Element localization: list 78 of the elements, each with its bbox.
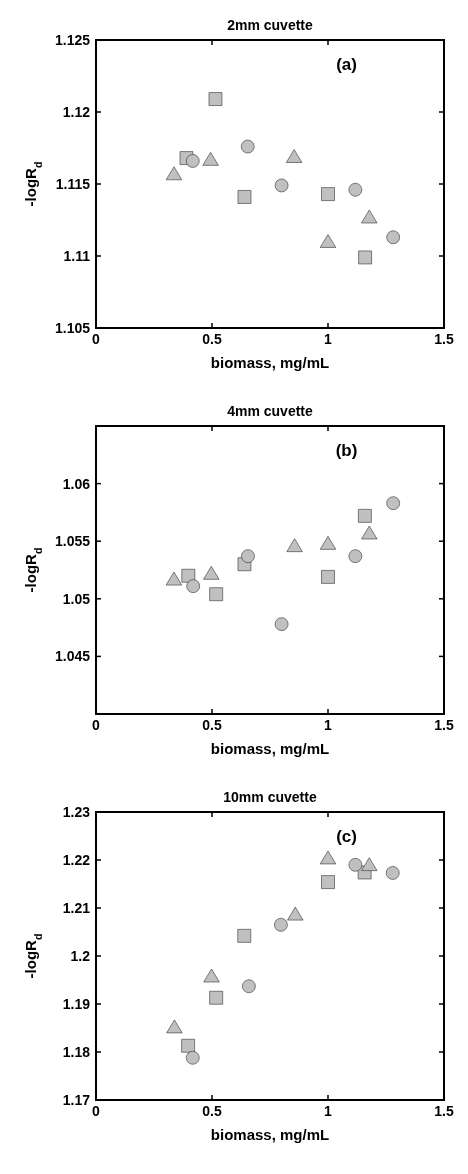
- chart-title: 10mm cuvette: [223, 789, 317, 805]
- point: [286, 538, 303, 552]
- y-tick-label: 1.23: [62, 803, 91, 820]
- point: [361, 857, 378, 871]
- y-tick-label: 1.055: [54, 533, 91, 550]
- point: [274, 178, 289, 193]
- y-tick-label: 1.12: [62, 103, 91, 120]
- x-tick-label: 0.5: [202, 1103, 222, 1119]
- x-tick-label: 1: [324, 717, 333, 733]
- point: [286, 149, 303, 163]
- point: [321, 875, 335, 889]
- y-tick-label: 1.21: [62, 899, 91, 916]
- point: [386, 496, 400, 510]
- x-tick-label: 0.5: [202, 331, 222, 347]
- point: [203, 968, 220, 983]
- point: [358, 509, 372, 523]
- point: [165, 166, 183, 181]
- point: [274, 617, 289, 631]
- point: [202, 152, 219, 166]
- point: [319, 536, 337, 550]
- x-tick-label: 0: [92, 717, 101, 733]
- annotation: (b): [335, 441, 358, 460]
- point: [237, 929, 252, 943]
- x-tick-label: 0.5: [202, 717, 222, 733]
- x-tick-label: 0: [92, 1103, 101, 1119]
- point: [185, 1050, 200, 1065]
- point: [361, 525, 378, 540]
- annotation: (c): [336, 827, 357, 846]
- x-tick-label: 1.5: [434, 1103, 454, 1119]
- point: [361, 209, 378, 224]
- point: [209, 587, 223, 601]
- y-tick-label: 1.05: [62, 590, 91, 607]
- chart-title: 4mm cuvette: [227, 403, 314, 419]
- point: [287, 906, 304, 921]
- x-tick-label: 1.5: [434, 717, 454, 733]
- point: [321, 187, 335, 201]
- point: [185, 154, 200, 168]
- x-axis-title: biomass, mg/mL: [210, 354, 330, 371]
- chart-title: 2mm cuvette: [227, 17, 314, 33]
- y-tick-label: 1.2: [70, 947, 91, 964]
- point: [203, 566, 220, 580]
- y-tick-label: 1.045: [54, 648, 91, 665]
- x-axis-title: biomass, mg/mL: [210, 740, 330, 757]
- x-tick-label: 1: [324, 331, 333, 347]
- point: [348, 549, 363, 563]
- x-tick-label: 1: [324, 1103, 333, 1119]
- y-tick-label: 1.19: [62, 995, 91, 1012]
- point: [241, 549, 255, 563]
- point: [385, 866, 400, 880]
- y-tick-label: 1.17: [62, 1091, 91, 1108]
- point: [181, 1038, 195, 1053]
- point: [165, 571, 183, 586]
- point: [166, 1019, 183, 1034]
- y-tick-label: 1.22: [62, 851, 91, 868]
- x-tick-label: 0: [92, 331, 101, 347]
- point: [386, 230, 400, 245]
- y-tick-label: 1.105: [54, 319, 91, 336]
- point: [348, 182, 363, 197]
- point: [358, 250, 372, 265]
- point: [240, 139, 255, 154]
- y-tick-label: 1.115: [55, 175, 91, 192]
- point: [319, 850, 337, 865]
- point: [274, 918, 288, 932]
- point: [319, 234, 337, 248]
- point: [237, 190, 252, 204]
- y-tick-label: 1.18: [62, 1043, 91, 1060]
- point: [186, 579, 201, 593]
- point: [348, 858, 363, 872]
- point: [242, 979, 256, 994]
- y-tick-label: 1.06: [62, 475, 91, 492]
- x-tick-label: 1.5: [434, 331, 454, 347]
- y-tick-label: 1.11: [63, 247, 91, 264]
- y-tick-label: 1.125: [54, 31, 91, 48]
- x-axis-title: biomass, mg/mL: [210, 1126, 330, 1143]
- point: [208, 92, 223, 106]
- annotation: (a): [336, 55, 357, 74]
- point: [321, 570, 335, 584]
- point: [209, 990, 223, 1005]
